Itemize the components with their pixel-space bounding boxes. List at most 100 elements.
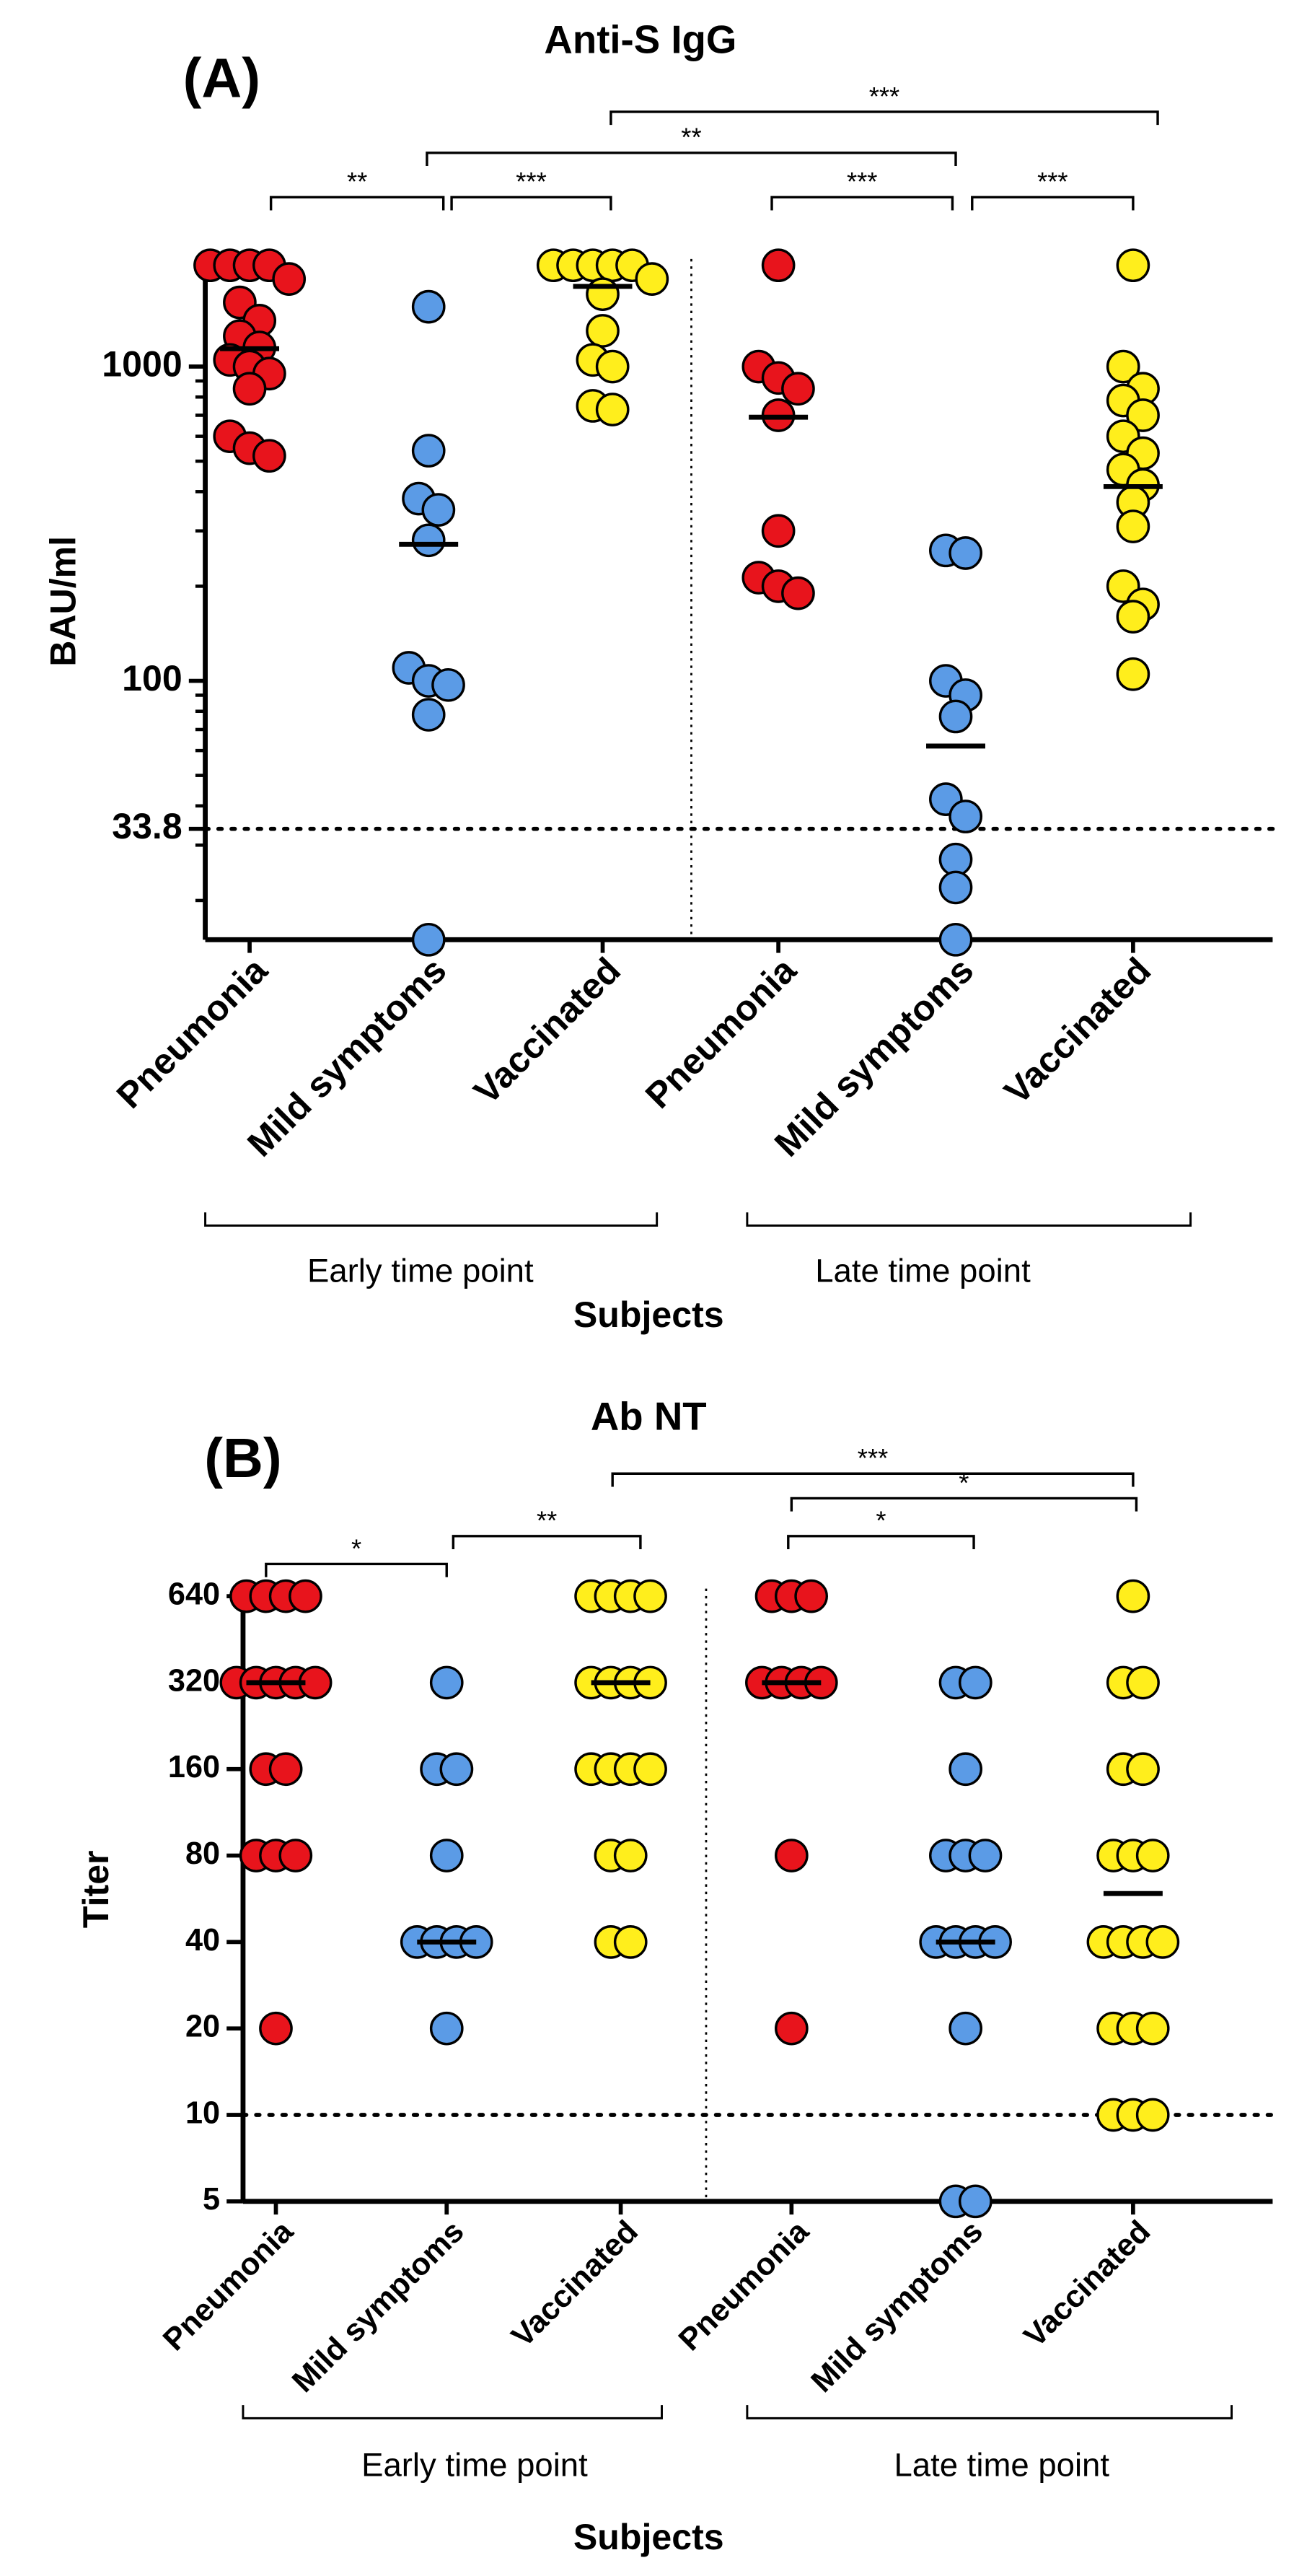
data-point [958,1665,992,1700]
data-point [595,393,630,426]
data-point [794,1579,829,1613]
chart-title: Anti-S IgG [544,18,736,62]
data-point [278,1839,313,1872]
group-bracket [242,2405,663,2419]
data-point [938,842,973,877]
data-point [289,1579,322,1613]
significance-bracket [790,1497,1138,1512]
significance-label: * [959,1468,969,1497]
data-point [775,2011,809,2046]
data-point [635,262,669,296]
significance-label: ** [537,1506,557,1535]
data-point [586,277,620,312]
group-label: Early time point [361,2447,588,2484]
significance-bracket [787,1535,975,1549]
data-point [252,439,286,473]
data-point [1126,1752,1160,1787]
significance-bracket [452,1535,642,1549]
y-tick-label: 640 [168,1577,220,1612]
x-tick-label: Vaccinated [466,950,628,1112]
data-point [232,372,267,406]
data-point [1116,1579,1150,1613]
data-point [781,372,815,406]
data-point [1126,398,1160,432]
significance-bracket [450,196,612,211]
y-tick-label: 20 [185,2010,220,2044]
data-point [411,698,446,732]
data-point [1145,1925,1180,1959]
significance-label: *** [1037,167,1068,196]
significance-bracket [770,196,954,211]
data-point [938,699,973,734]
data-point [761,248,796,283]
y-tick-label: 100 [122,658,182,698]
data-point [938,923,973,957]
data-point [633,1752,667,1787]
data-point [259,2011,293,2046]
data-point [1106,349,1140,384]
x-tick-label: Mild symptoms [286,2214,471,2399]
panel-label: (A) [183,47,260,109]
data-point [431,667,465,702]
x-tick-label: Vaccinated [997,950,1159,1112]
significance-bracket [611,1472,1135,1487]
data-point [613,1839,648,1872]
x-tick-label: Vaccinated [505,2214,645,2354]
significance-label: *** [847,167,878,196]
group-bracket [204,1212,659,1227]
y-tick-label: 10 [185,2095,220,2130]
data-point [633,1579,667,1613]
data-point [949,2011,983,2046]
x-tick-label: Mild symptoms [804,2214,990,2399]
data-point [439,1752,474,1787]
y-axis-label: Titer [76,1850,116,1928]
significance-bracket [971,196,1135,211]
data-point [1116,657,1150,691]
data-point [1116,600,1150,634]
y-axis-label: BAU/ml [43,536,83,667]
significance-label: ** [681,123,701,152]
x-tick-label: Mild symptoms [239,950,454,1164]
y-tick-label: 40 [185,1923,220,1958]
y-tick-label: 80 [185,1836,220,1871]
x-axis-label: Subjects [573,1294,724,1335]
data-point [429,2011,464,2046]
data-point [1135,2098,1170,2132]
y-tick-label: 33.8 [112,806,182,846]
significance-label: ** [347,167,367,196]
significance-label: *** [516,167,547,196]
data-point [1126,1665,1160,1700]
data-point [781,576,815,610]
x-tick-label: Vaccinated [1018,2214,1158,2354]
x-tick-label: Pneumonia [109,950,276,1116]
data-point [421,493,456,527]
data-point [1116,248,1150,283]
significance-bracket [426,152,957,167]
significance-bracket [609,110,1159,126]
group-bracket [746,2405,1233,2419]
data-point [1135,2011,1170,2046]
y-tick-label: 1000 [102,343,182,384]
x-tick-label: Pneumonia [672,2214,816,2357]
group-bracket [746,1212,1192,1227]
data-point [949,536,983,570]
panel-label: (B) [204,1427,281,1489]
y-tick-label: 160 [168,1750,220,1784]
data-point [938,870,973,905]
data-point [411,289,446,324]
x-tick-label: Pneumonia [638,950,804,1116]
x-axis-label: Subjects [573,2517,724,2557]
significance-bracket [265,1562,448,1577]
data-point [268,1752,303,1787]
data-point [949,799,983,833]
chart-title: Ab NT [591,1395,707,1439]
data-point [411,434,446,468]
group-label: Early time point [307,1253,534,1289]
data-point [968,1839,1003,1872]
y-tick-label: 5 [203,2182,220,2217]
data-point [949,1752,983,1787]
data-point [613,1925,648,1959]
data-point [429,1665,464,1700]
